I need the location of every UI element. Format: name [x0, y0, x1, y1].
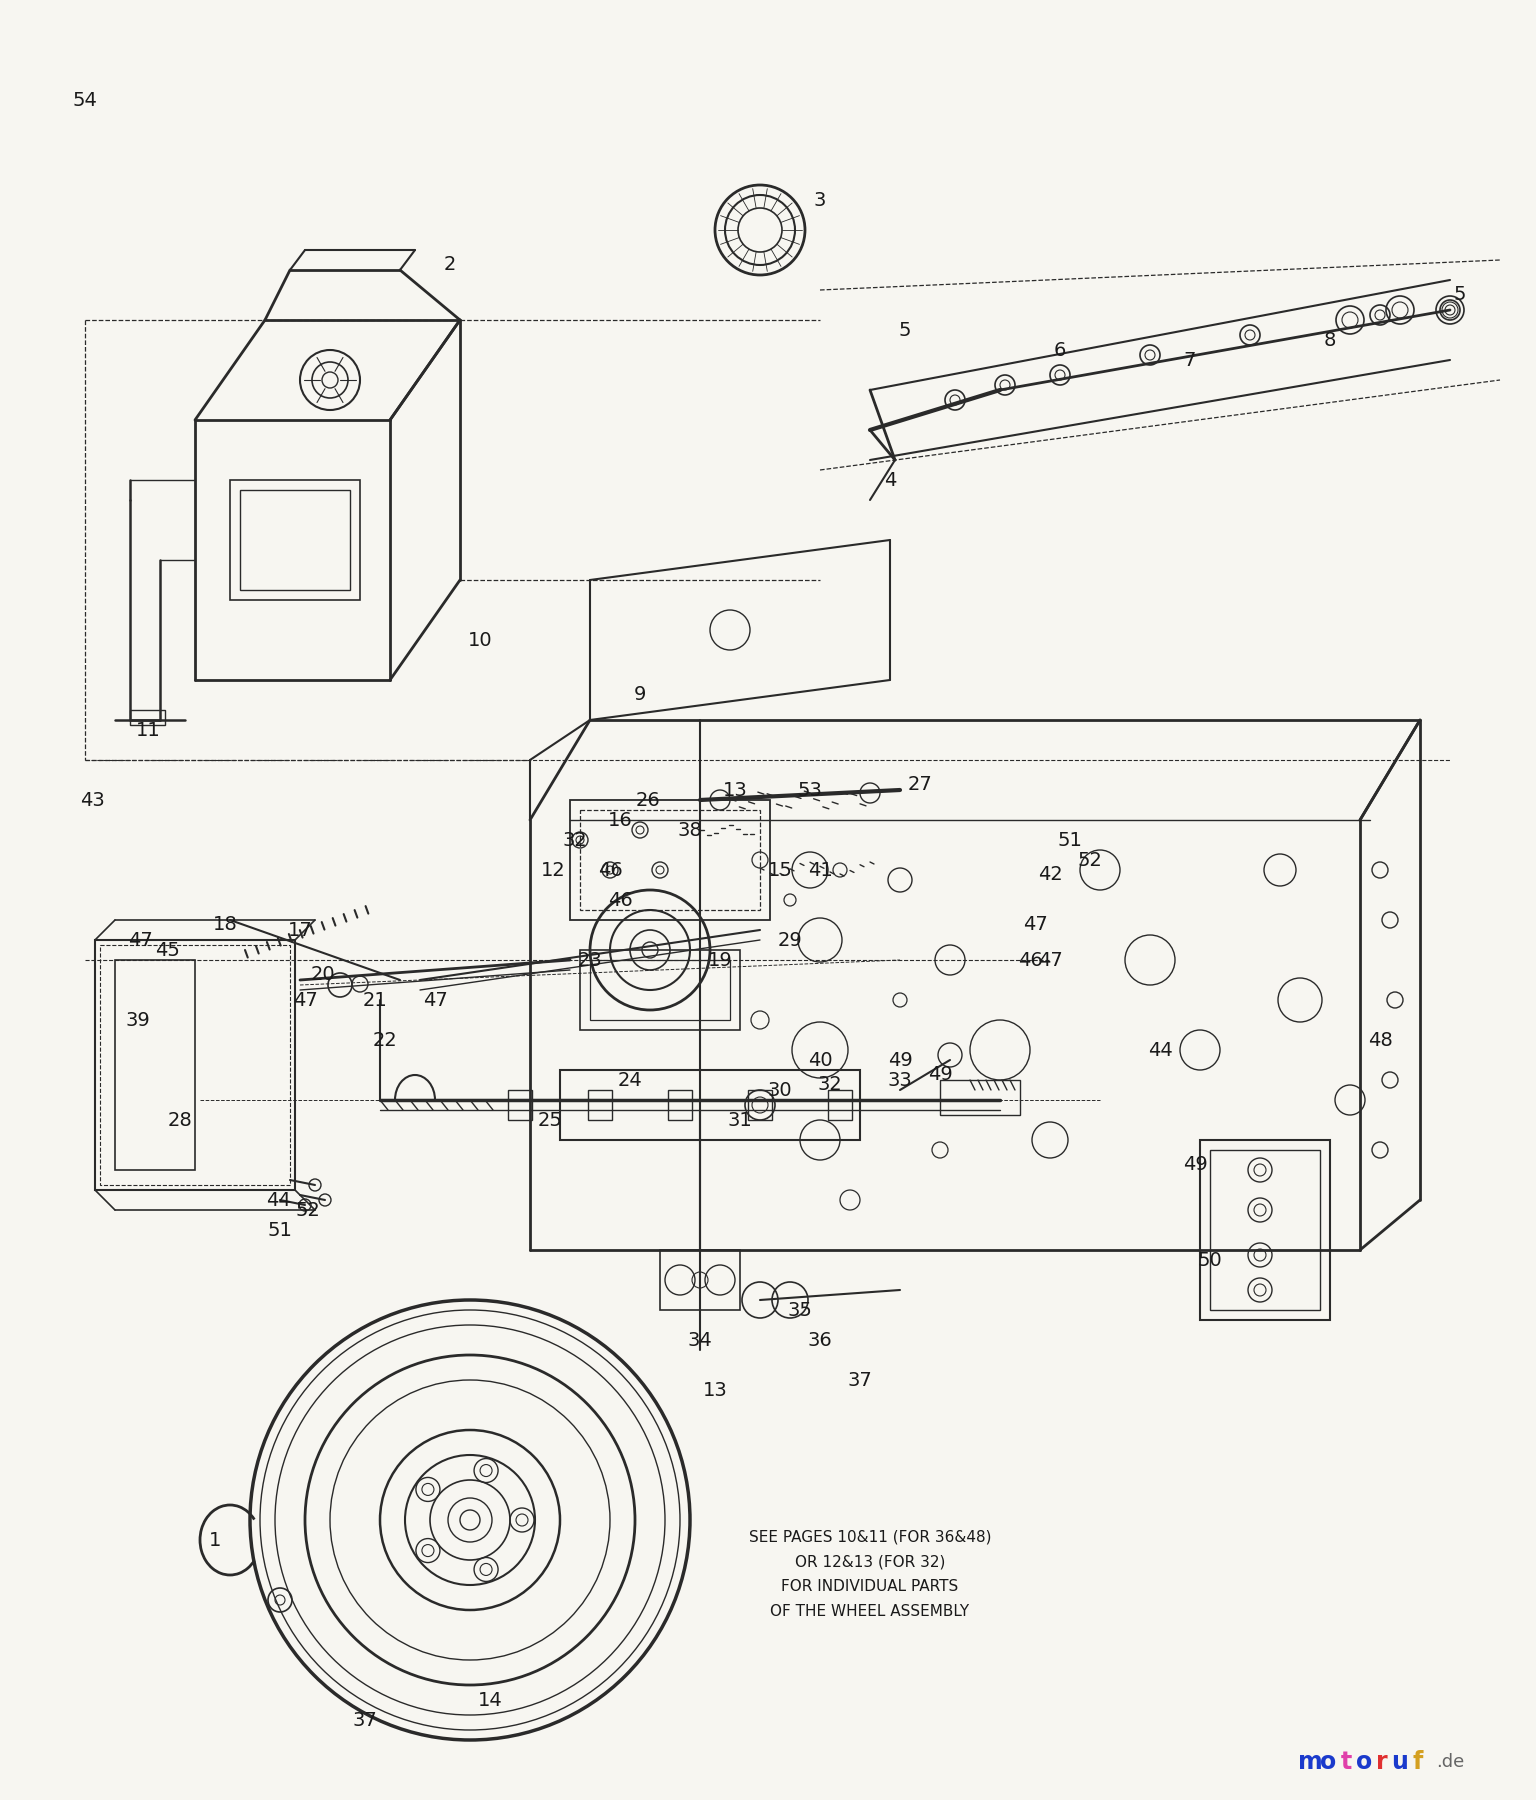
Text: 17: 17 [287, 920, 312, 940]
Text: 4: 4 [883, 470, 895, 490]
Text: 49: 49 [888, 1051, 912, 1069]
Text: 5: 5 [899, 320, 911, 340]
Bar [115, 959, 195, 1170]
Text: 46: 46 [1018, 950, 1043, 970]
Text: m: m [1298, 1750, 1322, 1775]
Text: 2: 2 [444, 256, 456, 274]
Text: 32: 32 [562, 830, 587, 850]
Text: 34: 34 [688, 1330, 713, 1350]
Text: 47: 47 [127, 931, 152, 950]
Text: 51: 51 [267, 1220, 292, 1240]
Text: 51: 51 [1058, 830, 1083, 850]
Text: 42: 42 [1038, 866, 1063, 884]
Text: 47: 47 [422, 990, 447, 1010]
Text: 48: 48 [1367, 1030, 1392, 1049]
Bar [590, 959, 730, 1021]
Text: .de: .de [1436, 1753, 1464, 1771]
Text: o: o [1319, 1750, 1336, 1775]
Bar [570, 799, 770, 920]
Text: 3: 3 [814, 191, 826, 209]
Text: 10: 10 [467, 630, 493, 650]
Text: 35: 35 [788, 1300, 813, 1319]
Text: 46: 46 [608, 891, 633, 909]
Circle shape [459, 1510, 479, 1530]
Text: 8: 8 [1324, 331, 1336, 349]
Bar [660, 1249, 740, 1310]
Text: 14: 14 [478, 1690, 502, 1710]
Text: 33: 33 [888, 1071, 912, 1089]
Text: 25: 25 [538, 1111, 562, 1130]
Text: 47: 47 [293, 990, 318, 1010]
Text: f: f [1413, 1750, 1424, 1775]
Text: 45: 45 [155, 940, 180, 959]
Bar [748, 1091, 773, 1120]
Text: 30: 30 [768, 1080, 793, 1100]
Text: 21: 21 [362, 990, 387, 1010]
Text: 28: 28 [167, 1111, 192, 1130]
Text: 37: 37 [353, 1710, 378, 1730]
Text: 32: 32 [817, 1075, 842, 1094]
Text: 29: 29 [777, 931, 802, 950]
Text: 12: 12 [541, 860, 565, 880]
Text: 44: 44 [1147, 1040, 1172, 1060]
Text: 24: 24 [617, 1071, 642, 1089]
Text: 39: 39 [126, 1010, 151, 1030]
Text: 22: 22 [373, 1030, 398, 1049]
Bar [561, 1069, 860, 1139]
Text: 40: 40 [808, 1051, 833, 1069]
Bar [668, 1091, 693, 1120]
Text: t: t [1341, 1750, 1352, 1775]
Text: 16: 16 [608, 810, 633, 830]
Text: 46: 46 [598, 860, 622, 880]
Text: 49: 49 [928, 1066, 952, 1084]
Bar [131, 709, 164, 725]
Text: 31: 31 [728, 1111, 753, 1130]
Text: 5: 5 [1453, 286, 1467, 304]
Text: 52: 52 [295, 1201, 321, 1220]
Text: 41: 41 [808, 860, 833, 880]
Text: 27: 27 [908, 776, 932, 794]
Bar [581, 950, 740, 1030]
Text: 11: 11 [135, 720, 160, 740]
Bar [240, 490, 350, 590]
Text: r: r [1376, 1750, 1389, 1775]
Text: 20: 20 [310, 965, 335, 985]
Text: 13: 13 [702, 1381, 728, 1400]
Text: 44: 44 [266, 1190, 290, 1210]
Text: 26: 26 [636, 790, 660, 810]
Text: u: u [1392, 1750, 1409, 1775]
Text: 36: 36 [808, 1330, 833, 1350]
Text: 23: 23 [578, 950, 602, 970]
Text: 6: 6 [1054, 340, 1066, 360]
Text: 15: 15 [768, 860, 793, 880]
Text: 53: 53 [797, 781, 822, 799]
Text: 7: 7 [1184, 351, 1197, 369]
Bar [1200, 1139, 1330, 1319]
Text: 47: 47 [1038, 950, 1063, 970]
Bar [100, 945, 290, 1184]
Text: SEE PAGES 10&11 (FOR 36&48)
OR 12&13 (FOR 32)
FOR INDIVIDUAL PARTS
OF THE WHEEL : SEE PAGES 10&11 (FOR 36&48) OR 12&13 (FO… [748, 1530, 991, 1618]
Text: 54: 54 [72, 90, 97, 110]
Text: 52: 52 [1078, 851, 1103, 869]
Text: 50: 50 [1198, 1251, 1223, 1269]
Bar [230, 481, 359, 599]
Bar [95, 940, 295, 1190]
Text: 9: 9 [634, 686, 647, 704]
Text: 18: 18 [212, 916, 238, 934]
Text: o: o [1356, 1750, 1372, 1775]
Text: 19: 19 [708, 950, 733, 970]
Bar [1210, 1150, 1319, 1310]
Text: 38: 38 [677, 821, 702, 839]
Text: 13: 13 [722, 781, 748, 799]
Text: 1: 1 [209, 1530, 221, 1550]
Text: 37: 37 [848, 1370, 872, 1390]
Text: 47: 47 [1023, 916, 1048, 934]
Text: 43: 43 [80, 790, 104, 810]
Bar [581, 810, 760, 911]
Bar [940, 1080, 1020, 1114]
Bar [828, 1091, 852, 1120]
Bar [588, 1091, 611, 1120]
Bar [508, 1091, 531, 1120]
Text: 49: 49 [1183, 1156, 1207, 1175]
